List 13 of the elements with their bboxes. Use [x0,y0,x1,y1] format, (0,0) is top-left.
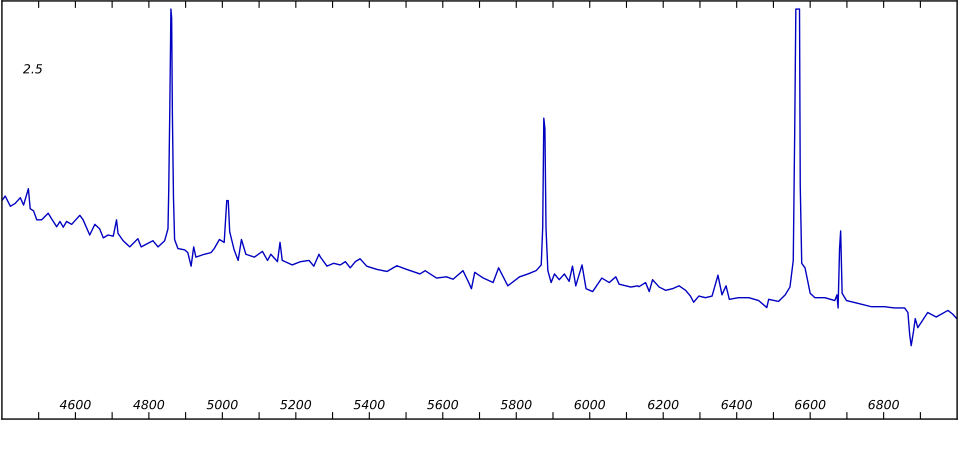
x-tick-label: 6400 [722,400,752,410]
x-tick-label: 5800 [500,400,532,410]
x-tick-label: 5000 [206,400,238,410]
x-tick-label: 6800 [868,400,899,410]
x-tick-label: 6000 [574,400,606,410]
annotation: 2.5 [22,64,42,74]
x-tick-label: 4800 [133,400,164,410]
x-tick-label: 5600 [427,400,458,410]
x-tick-label: 5200 [280,400,312,410]
x-tick-label: 6200 [648,400,678,410]
x-tick-label: 6600 [795,400,826,410]
x-tick-label: 4600 [60,400,91,410]
x-tick-label: 5400 [354,400,385,410]
